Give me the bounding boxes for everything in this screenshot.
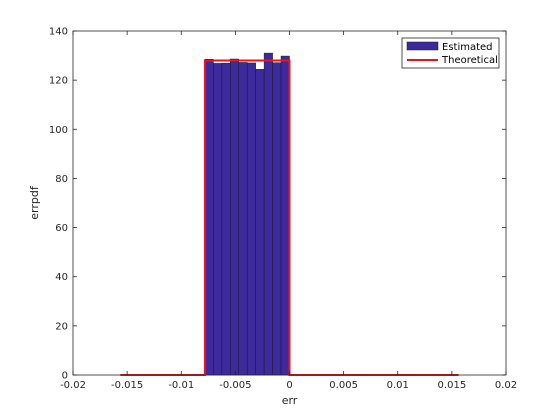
y-tick-label: 0 xyxy=(62,371,68,382)
theoretical-line-group xyxy=(120,59,459,376)
x-tick-label: -0.015 xyxy=(111,380,143,391)
histogram-bar xyxy=(263,52,273,376)
legend-label-estimated: Estimated xyxy=(442,42,493,53)
x-tick-label: 0.015 xyxy=(438,380,467,391)
histogram-bar xyxy=(280,55,290,376)
legend-label-theoretical: Theoretical xyxy=(441,55,498,66)
theoretical-line xyxy=(120,59,459,376)
histogram-bar xyxy=(204,59,214,376)
histogram-bar xyxy=(255,69,265,376)
legend-swatch-estimated xyxy=(406,41,439,51)
x-axis-label: err xyxy=(282,394,298,407)
y-tick-label: 120 xyxy=(49,76,68,87)
y-tick-label: 20 xyxy=(55,321,68,332)
x-tick-label: -0.02 xyxy=(60,380,86,391)
histogram-bar xyxy=(213,63,223,376)
x-axis-ticks: -0.02 -0.015 -0.01 -0.005 0 0.005 0.01 0.015 0.0… xyxy=(60,31,517,391)
x-tick-label: -0.005 xyxy=(219,380,251,391)
legend: Estimated Theoretical xyxy=(401,37,500,69)
y-tick-label: 80 xyxy=(55,174,68,185)
histogram-bar xyxy=(230,58,240,376)
y-axis-label: errpdf xyxy=(28,185,41,220)
y-axis-ticks: 0 20 40 60 80 100 120 140 xyxy=(49,27,506,382)
x-tick-label: 0.01 xyxy=(387,380,409,391)
x-tick-label: 0.02 xyxy=(495,380,517,391)
y-tick-label: 100 xyxy=(49,125,68,136)
x-tick-label: -0.01 xyxy=(168,380,194,391)
y-tick-label: 140 xyxy=(49,27,68,38)
y-tick-label: 60 xyxy=(55,223,68,234)
histogram-bar xyxy=(272,62,282,376)
histogram-bar xyxy=(221,62,231,376)
x-tick-label: 0.005 xyxy=(329,380,358,391)
y-tick-label: 40 xyxy=(55,272,68,283)
histogram-bar xyxy=(238,62,248,376)
histogram-bars xyxy=(204,52,290,376)
x-tick-label: 0 xyxy=(286,380,292,391)
histogram-bar xyxy=(246,62,256,376)
